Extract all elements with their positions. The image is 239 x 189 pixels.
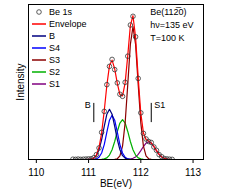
svg-text:T=100 K: T=100 K (150, 33, 184, 43)
svg-text:113: 113 (185, 167, 201, 178)
svg-text:110: 110 (28, 167, 44, 178)
html-text:B: B (49, 31, 55, 41)
svg-text:111: 111 (81, 167, 97, 178)
html-text:Envelope: Envelope (49, 19, 87, 29)
html-text:S3: S3 (49, 55, 60, 65)
html-text:S2: S2 (49, 67, 60, 77)
html-text:S4: S4 (49, 43, 60, 53)
html-text:Be 1s: Be 1s (49, 7, 72, 17)
svg-text:B: B (85, 100, 91, 110)
svg-text:BE(eV): BE(eV) (100, 178, 132, 189)
svg-text:hν=135 eV: hν=135 eV (150, 20, 193, 30)
svg-text:Be(112̅0): Be(112̅0) (150, 7, 186, 17)
svg-text:Intensity: Intensity (15, 63, 26, 100)
html-text:S1: S1 (49, 79, 60, 89)
svg-text:112: 112 (133, 167, 149, 178)
svg-text:S1: S1 (154, 100, 165, 110)
